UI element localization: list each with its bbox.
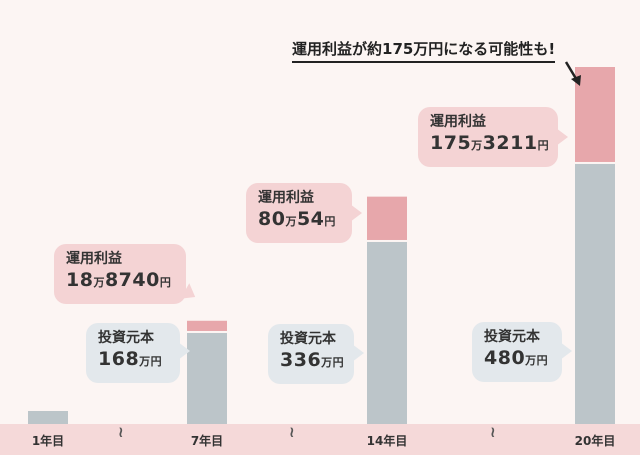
bar-principal-2	[187, 332, 227, 424]
callout-principal-year20: 投資元本 480万円	[472, 322, 562, 382]
callout-label: 運用利益	[258, 190, 314, 206]
bar-profit-4	[575, 67, 615, 162]
x-tick-label: 20年目	[574, 434, 616, 448]
callout-value: 175万3211円	[430, 132, 550, 154]
x-tick-label: 1年目	[31, 434, 65, 448]
bar-profit-3	[367, 196, 407, 240]
x-tick-label: 7年目	[190, 434, 224, 448]
callout-value: 480万円	[484, 347, 549, 369]
callout-tail	[178, 342, 190, 360]
bar-profit-2	[187, 320, 227, 331]
callout-principal-year14: 投資元本 336万円	[268, 324, 354, 384]
x-tick-label: 14年目	[366, 434, 408, 448]
callout-value: 80万54円	[258, 208, 336, 230]
bar-principal-1	[28, 410, 68, 424]
bar-principal-3	[367, 241, 407, 424]
callout-tail	[560, 342, 572, 360]
callout-value: 18万8740円	[66, 269, 172, 291]
callout-label: 運用利益	[430, 114, 486, 130]
callout-label: 投資元本	[280, 331, 336, 347]
baseline-band	[0, 424, 640, 455]
callout-profit-year14: 運用利益 80万54円	[246, 183, 352, 243]
headline: 運用利益が約175万円になる可能性も!	[292, 38, 556, 63]
callout-label: 運用利益	[66, 251, 122, 267]
callout-label: 投資元本	[98, 330, 154, 346]
headline-arrowhead	[571, 75, 581, 86]
axis-break-mark: ≀	[118, 423, 124, 441]
callout-principal-year7: 投資元本 168万円	[86, 323, 180, 383]
callout-tail	[556, 128, 568, 146]
callout-profit-year20: 運用利益 175万3211円	[418, 107, 558, 167]
callout-profit-year7: 運用利益 18万8740円	[54, 244, 186, 304]
axis-break-mark: ≀	[490, 423, 496, 441]
bars-group	[28, 67, 615, 424]
callout-label: 投資元本	[484, 329, 540, 345]
callout-value: 168万円	[98, 348, 163, 370]
callout-tail	[350, 204, 362, 222]
bar-principal-4	[575, 163, 615, 424]
callout-value: 336万円	[280, 349, 345, 371]
callout-tail	[352, 344, 364, 362]
axis-break-mark: ≀	[289, 423, 295, 441]
